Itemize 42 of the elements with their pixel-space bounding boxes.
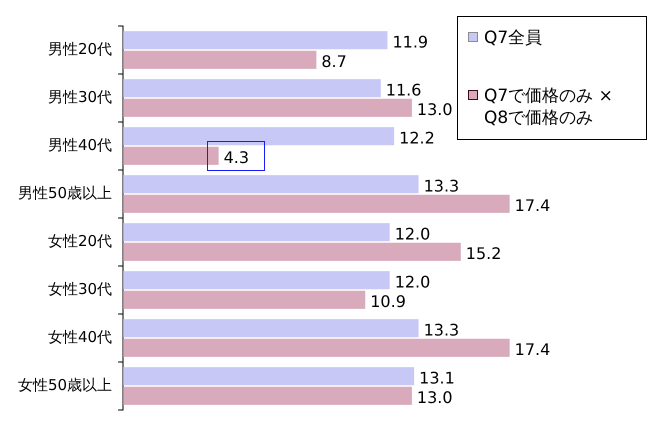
data-label: 17.4: [514, 196, 550, 215]
data-label: 11.9: [392, 32, 428, 52]
y-tick-label: 男性30代: [48, 88, 112, 106]
data-label: 12.0: [394, 224, 430, 244]
data-label: 13.3: [424, 320, 460, 340]
y-tick-label: 女性50歳以上: [18, 376, 112, 394]
data-label: 13.0: [416, 388, 453, 407]
y-tick-label: 男性20代: [48, 40, 112, 58]
data-label: 15.2: [466, 244, 502, 263]
y-tick-label: 男性40代: [48, 136, 112, 154]
bar: [123, 290, 366, 309]
bar: [123, 242, 461, 261]
bar: [123, 367, 414, 386]
bar: [123, 338, 510, 357]
data-label: 12.0: [394, 272, 430, 292]
data-label: 12.2: [399, 128, 435, 148]
bar: [123, 386, 412, 405]
data-label: 17.4: [514, 340, 550, 359]
legend-label: Q7で価格のみ × Q8で価格のみ: [484, 85, 614, 129]
bar: [123, 50, 316, 69]
data-label: 8.7: [321, 52, 347, 71]
bar: [123, 223, 390, 242]
y-tick-label: 男性50歳以上: [18, 184, 112, 202]
bar: [123, 271, 390, 290]
bar: [123, 31, 388, 50]
data-label: 4.3: [224, 148, 250, 167]
bar: [123, 175, 419, 194]
data-label: 13.3: [424, 176, 460, 196]
legend-label: Q7全員: [484, 27, 542, 49]
bar: [123, 194, 510, 213]
bar: [123, 79, 381, 98]
data-label: 13.1: [419, 368, 455, 388]
bar: [123, 146, 219, 165]
data-label: 10.9: [370, 292, 406, 311]
data-label: 11.6: [386, 80, 422, 100]
bar: [123, 319, 419, 338]
y-tick-label: 女性30代: [48, 280, 112, 298]
y-tick-label: 女性40代: [48, 328, 112, 346]
bar: [123, 98, 412, 117]
bar: [123, 127, 394, 146]
y-tick-label: 女性20代: [48, 232, 112, 250]
data-label: 13.0: [416, 100, 453, 119]
